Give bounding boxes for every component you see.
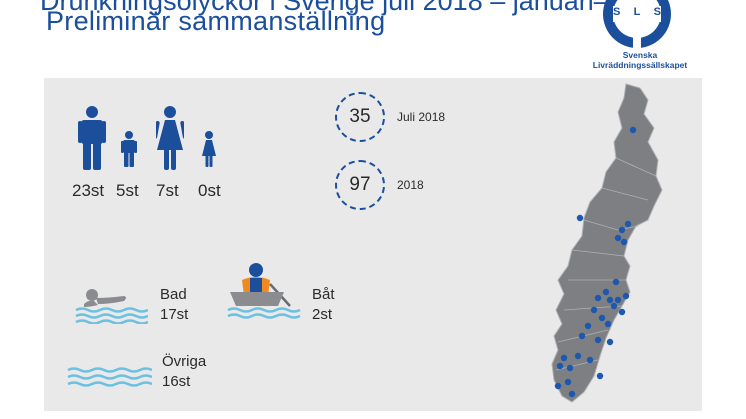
year-total-badge: 97 xyxy=(335,160,385,210)
logo-letters: S L S xyxy=(613,6,661,18)
boat-icon xyxy=(227,263,301,319)
boy-icon xyxy=(121,131,137,167)
bad-label: Bad xyxy=(160,286,187,303)
page-title: Preliminär sammanställning xyxy=(46,6,386,36)
bad-category: Bad 17st xyxy=(160,285,188,325)
boy-count: 5st xyxy=(116,181,139,200)
logo-letter: S xyxy=(613,6,621,18)
woman-icon xyxy=(156,106,184,170)
girl-count: 0st xyxy=(198,181,221,200)
bat-category: Båt 2st xyxy=(312,285,335,325)
logo-letter: L xyxy=(633,6,641,18)
bat-count: 2st xyxy=(312,306,333,323)
ovriga-category: Övriga 16st xyxy=(162,352,206,392)
clipped-title-line: Drunkningsolyckor i Sverige juli 2018 – … xyxy=(40,0,642,16)
ovriga-label: Övriga xyxy=(162,353,207,370)
man-count: 23st xyxy=(72,181,105,200)
girl-icon xyxy=(202,131,216,167)
logo-letter: S xyxy=(653,6,661,18)
bad-count: 17st xyxy=(160,306,189,323)
year-total-label: 2018 xyxy=(397,178,424,192)
waves-icon xyxy=(67,367,152,387)
july-total-label: Juli 2018 xyxy=(397,110,446,124)
swimmer-icon xyxy=(75,289,148,324)
woman-count: 7st xyxy=(156,181,179,200)
ovriga-count: 16st xyxy=(162,373,191,390)
sweden-map xyxy=(551,83,663,403)
sls-logo xyxy=(603,0,671,48)
bat-label: Båt xyxy=(312,286,335,303)
man-icon xyxy=(78,106,106,170)
july-total-badge: 35 xyxy=(335,92,385,142)
logo-text: Svenska Livräddningssällskapet xyxy=(592,50,688,70)
